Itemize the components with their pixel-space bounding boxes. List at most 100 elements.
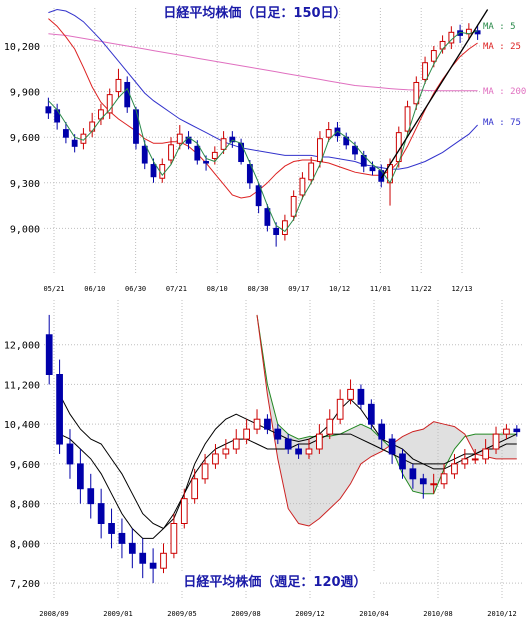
y-tick-label: 9,600 [10, 133, 40, 144]
candle-body [284, 438, 292, 450]
candle-body [128, 542, 136, 554]
candle-body [66, 443, 74, 465]
candle-body [367, 403, 375, 425]
weekly-ichimoku-cloud [257, 314, 517, 526]
span-a-line [256, 314, 517, 495]
candle-body [352, 145, 358, 155]
candle-body [336, 398, 344, 420]
candle-body [191, 478, 199, 500]
candle-body [118, 532, 126, 544]
candle-body [317, 138, 323, 163]
ma-line [48, 18, 478, 199]
candle-body [89, 121, 96, 132]
candle-body [409, 468, 417, 480]
candle-body [264, 208, 271, 226]
ma-line [48, 33, 478, 92]
candle-body [419, 478, 427, 485]
candle-body [482, 448, 489, 460]
candle-body [139, 552, 147, 564]
candle-body [492, 433, 500, 450]
candle-body [168, 144, 174, 161]
candle-body [316, 433, 323, 450]
candle-body [106, 94, 113, 114]
candle-body [180, 498, 188, 524]
x-tick-label: 2009/08 [231, 610, 261, 618]
x-tick-label: 11/01 [370, 285, 391, 293]
candle-body [461, 458, 469, 465]
daily-chart: 10,200 9,900 9,600 9,300 9,000 05/21 06/10 06/… [4, 5, 526, 293]
trendline [380, 9, 489, 179]
y-tick-label: 11,200 [4, 380, 40, 391]
x-tick-label: 2010/04 [359, 610, 389, 618]
candle-body [87, 488, 95, 505]
candle-body [274, 428, 282, 440]
candle-body [264, 418, 271, 430]
candle-body [513, 428, 521, 433]
candle-body [77, 463, 84, 490]
legend-label: MA : 25 [483, 42, 521, 52]
candle-body [149, 562, 157, 569]
candle-body [80, 133, 87, 144]
candle-body [170, 523, 178, 554]
candle-body [211, 151, 218, 159]
candle-body [357, 388, 365, 405]
weekly-y-tick-labels: 12,000 11,200 10,400 9,600 8,800 8,000 7,200 [4, 341, 40, 590]
candle-body [451, 463, 458, 475]
y-tick-label: 12,000 [4, 341, 40, 352]
daily-chart-title: 日経平均株価（日足：150日） [163, 5, 346, 21]
legend-label: MA : 200 [483, 87, 526, 97]
candle-body [369, 167, 376, 172]
candle-body [273, 227, 280, 235]
y-tick-label: 9,300 [10, 179, 40, 190]
candle-body [503, 428, 510, 435]
span-b-line [256, 314, 517, 527]
cloud-area [257, 314, 517, 526]
candle-body [378, 423, 386, 440]
candle-body [150, 164, 157, 178]
weekly-x-tick-labels: 2008/09 2009/01 2009/05 2009/08 2009/12 2010/… [39, 610, 517, 618]
candle-body [62, 129, 69, 138]
x-tick-label: 2008/09 [39, 610, 69, 618]
candle-body [430, 50, 437, 62]
x-tick-label: 10/12 [329, 285, 350, 293]
legend-label: MA : 5 [483, 22, 516, 32]
daily-ma25-line [48, 18, 478, 199]
candle-body [203, 161, 209, 164]
x-tick-label: 2009/01 [103, 610, 133, 618]
candle-body [159, 164, 166, 179]
x-tick-label: 2009/05 [167, 610, 197, 618]
y-tick-label: 9,900 [10, 88, 40, 99]
daily-candles [45, 23, 481, 247]
candle-body [71, 139, 78, 147]
candle-body [325, 129, 332, 138]
weekly-candles [45, 314, 521, 584]
candle-body [108, 523, 115, 534]
candle-body [194, 145, 201, 161]
candle-body [255, 185, 262, 207]
candle-body [253, 418, 261, 430]
x-tick-label: 09/17 [288, 285, 309, 293]
y-tick-label: 10,200 [4, 42, 40, 53]
candle-body [45, 106, 52, 114]
candle-body [334, 127, 341, 137]
candle-body [326, 418, 334, 435]
candle-body [281, 220, 288, 235]
daily-trendline [380, 9, 489, 179]
chart-separator [0, 296, 529, 300]
weekly-chart: 12,000 11,200 10,400 9,600 8,800 8,000 7,200 2… [4, 300, 522, 618]
candle-body [124, 81, 131, 108]
candle-body [97, 503, 105, 524]
candle-body [308, 162, 315, 181]
candle-body [399, 453, 406, 470]
daily-ma200-line [48, 33, 478, 92]
candle-body [388, 438, 396, 455]
y-tick-label: 7,200 [10, 579, 40, 590]
y-tick-label: 8,000 [10, 539, 40, 550]
candle-body [430, 483, 438, 486]
candle-body [347, 388, 354, 400]
ma-line [48, 8, 478, 170]
daily-ma75-line [48, 8, 478, 170]
candle-body [305, 448, 313, 455]
y-tick-label: 9,600 [10, 460, 40, 471]
